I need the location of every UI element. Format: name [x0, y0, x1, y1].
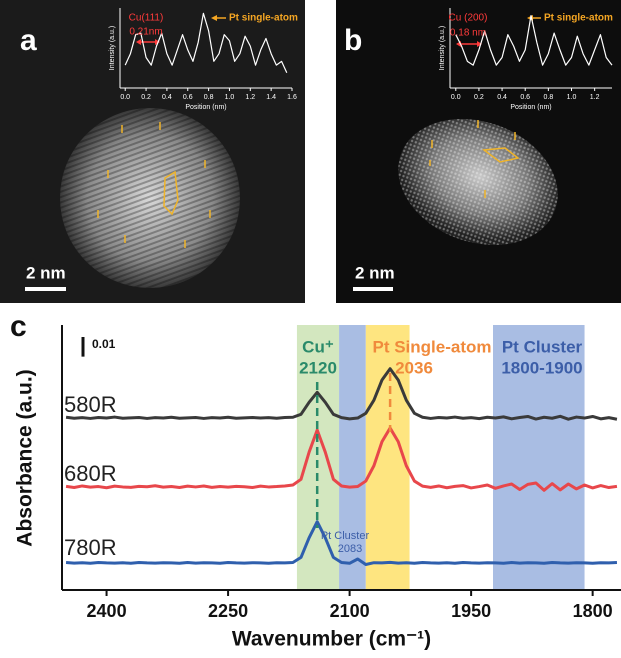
annotation: Pt Cluster: [321, 530, 370, 542]
x-tick-label: 0.2: [141, 94, 151, 101]
highlight-band: [339, 325, 366, 590]
pointer-arrow-a: [211, 15, 226, 21]
x-tick-label: 1.2: [245, 94, 255, 101]
annotation: Pt single-atom: [229, 13, 298, 24]
panel-label: c: [10, 310, 27, 343]
x-tick-label: 0.8: [543, 94, 553, 101]
atom-marks-b: [429, 120, 520, 198]
annotation: 2036: [395, 358, 433, 377]
panel-label: a: [20, 24, 37, 57]
x-tick-label: 1950: [451, 601, 491, 621]
x-tick-label: 1.6: [287, 94, 297, 101]
x-tick-label: 1.4: [266, 94, 276, 101]
series-line: [65, 426, 618, 492]
annotation: Cu (200): [449, 13, 488, 24]
x-tick-label: 1.2: [590, 94, 600, 101]
lattice-b: [398, 119, 558, 245]
x-tick-label: 1.0: [225, 94, 235, 101]
x-tick-label: 1800: [573, 601, 613, 621]
x-tick-label: 2250: [208, 601, 248, 621]
annotation: 0.21nm: [129, 27, 162, 38]
panel-label: b: [344, 24, 362, 57]
series-label: 580R: [64, 392, 117, 417]
x-tick-label: 1.0: [567, 94, 577, 101]
x-tick-label: 0.6: [183, 94, 193, 101]
y-axis-label: Intensity (a.u.): [439, 26, 446, 70]
x-tick-label: 2400: [87, 601, 127, 621]
x-tick-label: 2100: [330, 601, 370, 621]
series-label: 680R: [64, 461, 117, 486]
x-tick-label: 0.0: [120, 94, 130, 101]
x-axis-label: Wavenumber (cm⁻¹): [232, 628, 431, 651]
annotation: Cu⁺: [302, 337, 334, 356]
y-axis-label: Intensity (a.u.): [109, 26, 116, 70]
annotation: Pt Cluster: [502, 337, 583, 356]
scale-bar-label: 2 nm: [355, 263, 395, 282]
spacing-arrow-a: [136, 39, 160, 45]
lattice-a: [60, 108, 240, 288]
annotation: 1800-1900: [501, 358, 582, 377]
highlight-band: [296, 325, 340, 590]
spacing-arrow-b: [456, 41, 482, 47]
annotation: Pt single-atom: [544, 13, 613, 24]
x-axis-label: Position (nm): [185, 104, 226, 111]
series-line: [455, 15, 613, 66]
series-line: [65, 520, 618, 566]
x-tick-label: 0.4: [497, 94, 507, 101]
annotation: Pt Single-atom: [372, 337, 491, 356]
atom-marks-a: [97, 122, 211, 248]
x-tick-label: 0.6: [520, 94, 530, 101]
annotation: 2120: [299, 358, 337, 377]
y-axis-label: Absorbance (a.u.): [14, 369, 37, 546]
series-label: 780R: [64, 535, 117, 560]
annotation: 2083: [338, 543, 362, 555]
annotation: Cu(111): [129, 13, 164, 24]
x-tick-label: 0.8: [204, 94, 214, 101]
series-line: [124, 12, 288, 74]
x-tick-label: 0.0: [451, 94, 461, 101]
x-axis-label: Position (nm): [510, 104, 551, 111]
scale-bar-label: 2 nm: [26, 263, 66, 282]
highlight-band: [492, 325, 585, 590]
x-tick-label: 0.2: [474, 94, 484, 101]
annotation: 0.18 nm: [450, 28, 486, 39]
x-tick-label: 0.4: [162, 94, 172, 101]
scale-bar-label: 0.01: [92, 337, 116, 351]
series-line: [65, 367, 618, 421]
